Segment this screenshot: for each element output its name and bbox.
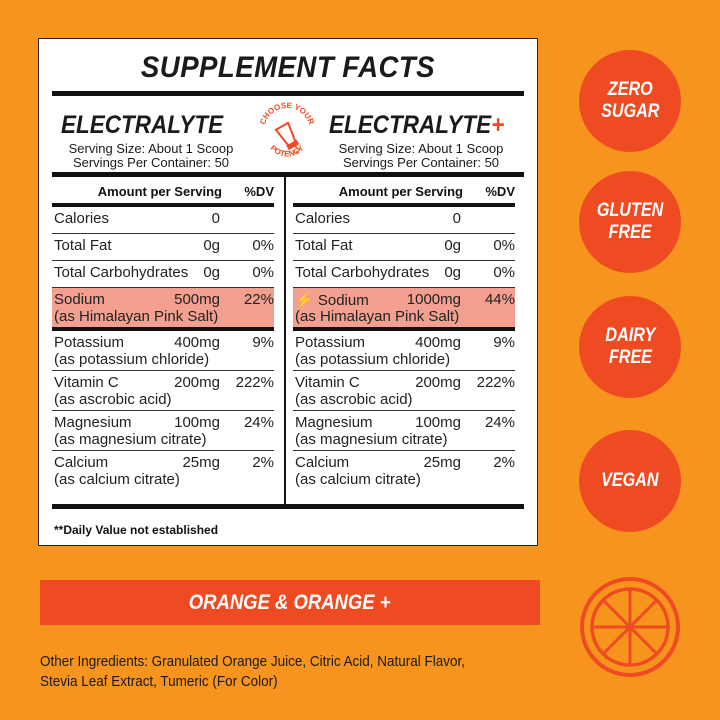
table-row: Calcium (as calcium citrate) 25mg 2% [295, 454, 515, 488]
facts-table-left: Amount per Serving %DV Calories 0 Total F… [52, 177, 274, 490]
table-header: Amount per Serving %DV [293, 177, 515, 207]
badge-dairy-free: DAIRY FREE [579, 296, 681, 398]
product-name-right: ELECTRALYTE+ [329, 111, 505, 139]
table-row: Vitamin C (as ascrobic acid) 200mg 222% [293, 371, 515, 411]
table-row: Potassium (as potassium chloride) 400mg 9% [293, 331, 515, 371]
table-row: Calories 0 [293, 207, 515, 234]
title-divider [52, 91, 524, 96]
supplement-facts-label: SUPPLEMENT FACTS ELECTRALYTE ELECTRALYTE… [38, 38, 538, 546]
table-row-highlighted: Sodium (as Himalayan Pink Salt) 500mg 22% [52, 288, 274, 331]
table-row: Total Carbohydrates 0g 0% [52, 261, 274, 288]
serving-info-left: Serving Size: About 1 Scoop Servings Per… [68, 141, 234, 170]
badge-vegan: VEGAN [579, 430, 681, 532]
badge-zero-sugar: ZERO SUGAR [579, 50, 681, 152]
flavor-banner: ORANGE & ORANGE + [40, 580, 540, 625]
table-row: Potassium (as potassium chloride) 400mg 9% [52, 331, 274, 371]
svg-text:CHOOSE YOUR: CHOOSE YOUR [258, 101, 316, 126]
orange-slice-icon [580, 577, 680, 677]
table-row: Total Carbohydrates 0g 0% [293, 261, 515, 288]
table-row-highlighted: ⚡ Sodium (as Himalayan Pink Salt) 1000mg 44… [293, 288, 515, 331]
table-row: Total Fat 0g 0% [52, 234, 274, 261]
facts-table-right: Amount per Serving %DV Calories 0 Total F… [293, 177, 515, 490]
table-row: Magnesium (as magnesium citrate) 100mg 24% [293, 411, 515, 451]
footnote: **Daily Value not established [54, 523, 219, 537]
badge-gluten-free: GLUTEN FREE [579, 171, 681, 273]
choose-potency-badge-icon: CHOOSE YOUR POTENCY [258, 101, 316, 159]
table-row: Vitamin C (as ascrobic acid) 200mg 222% [52, 371, 274, 411]
header-divider [52, 172, 524, 177]
other-ingredients: Other Ingredients: Granulated Orange Jui… [40, 654, 465, 690]
table-header: Amount per Serving %DV [52, 177, 274, 207]
label-title: SUPPLEMENT FACTS [140, 51, 436, 84]
table-row: Total Fat 0g 0% [293, 234, 515, 261]
table-row: Calcium (as calcium citrate) 25mg 2% [54, 454, 274, 488]
footer-divider [52, 504, 524, 509]
table-row: Magnesium (as magnesium citrate) 100mg 24% [52, 411, 274, 451]
table-row: Calories 0 [52, 207, 274, 234]
product-name-left: ELECTRALYTE [61, 111, 224, 139]
serving-info-right: Serving Size: About 1 Scoop Servings Per… [338, 141, 504, 170]
column-divider [284, 177, 286, 509]
